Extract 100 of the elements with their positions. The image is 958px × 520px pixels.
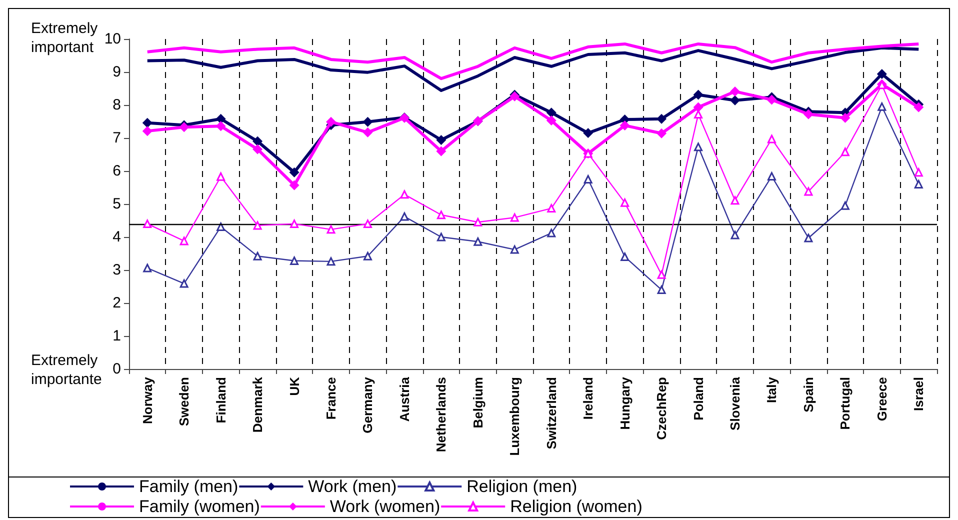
y-tick-label: 10 bbox=[104, 30, 121, 48]
point bbox=[804, 187, 813, 196]
point bbox=[363, 252, 372, 260]
y-tick-label: 9 bbox=[112, 64, 121, 80]
point bbox=[767, 172, 776, 181]
point bbox=[143, 220, 152, 228]
line-series bbox=[146, 46, 920, 92]
point bbox=[436, 134, 446, 145]
legend-label: Work (women) bbox=[330, 497, 440, 516]
point bbox=[180, 236, 188, 246]
point bbox=[583, 128, 594, 138]
point bbox=[914, 102, 924, 112]
legend-label: Work (men) bbox=[308, 477, 397, 496]
point bbox=[400, 212, 409, 221]
x-tick-label: Netherlands bbox=[434, 377, 449, 452]
point bbox=[546, 116, 556, 126]
y-tick-label: 4 bbox=[112, 228, 121, 246]
point bbox=[657, 270, 666, 279]
y-tick-label: 2 bbox=[112, 294, 121, 312]
point bbox=[253, 252, 262, 260]
point bbox=[694, 142, 703, 152]
point bbox=[547, 204, 556, 213]
x-tick-label: Denmark bbox=[250, 376, 266, 433]
point bbox=[767, 134, 776, 144]
x-tick-label: Hungary bbox=[617, 376, 632, 430]
x-tick-label: UK bbox=[286, 376, 302, 396]
x-tick-label: Slovenia bbox=[728, 376, 742, 430]
point bbox=[252, 144, 263, 154]
point bbox=[620, 198, 630, 207]
x-tick-label: Finland bbox=[213, 376, 228, 424]
point bbox=[547, 228, 556, 238]
legend-label: Religion (men) bbox=[466, 477, 578, 496]
x-tick-label: Luxembourg bbox=[507, 376, 522, 456]
point bbox=[840, 148, 850, 156]
x-tick-label: CzechRep bbox=[654, 376, 670, 440]
legend-label: Religion (women) bbox=[510, 497, 642, 516]
x-tick-label: Switzerland bbox=[544, 376, 559, 450]
point bbox=[840, 201, 850, 210]
x-tick-label: Portugal bbox=[838, 377, 853, 430]
point bbox=[326, 116, 336, 127]
point bbox=[656, 128, 667, 138]
x-tick-label: Israel bbox=[911, 377, 926, 411]
point bbox=[914, 168, 923, 177]
y-tick-label: 0 bbox=[112, 360, 121, 378]
point bbox=[840, 112, 850, 123]
point bbox=[326, 225, 336, 234]
y-tick-label: 1 bbox=[112, 328, 121, 344]
point bbox=[803, 109, 814, 120]
point bbox=[620, 252, 630, 262]
point bbox=[290, 256, 299, 266]
point bbox=[804, 234, 813, 242]
y-tick-label: 3 bbox=[112, 262, 121, 278]
point bbox=[363, 220, 372, 228]
point bbox=[142, 118, 152, 128]
point bbox=[180, 279, 188, 288]
point bbox=[620, 120, 630, 130]
x-tick-label: Norway bbox=[140, 376, 155, 424]
legend-label: Family (women) bbox=[139, 497, 260, 516]
y-tick-label: 6 bbox=[112, 162, 121, 180]
point bbox=[730, 95, 740, 106]
point bbox=[362, 116, 373, 127]
point bbox=[730, 86, 740, 96]
point bbox=[510, 213, 519, 222]
line-series bbox=[146, 42, 920, 80]
y-tick-label: 5 bbox=[112, 196, 121, 212]
point bbox=[400, 190, 409, 199]
x-tick-label: Ireland bbox=[580, 376, 596, 420]
point bbox=[252, 136, 263, 146]
text: Extremely important bbox=[31, 20, 98, 56]
x-tick-label: Poland bbox=[690, 376, 706, 420]
x-tick-label: Greece bbox=[874, 377, 890, 422]
point bbox=[876, 68, 887, 79]
x-tick-label: Spain bbox=[800, 376, 816, 412]
point bbox=[914, 180, 923, 188]
point bbox=[289, 180, 300, 190]
point bbox=[474, 218, 482, 226]
point bbox=[730, 196, 740, 205]
point bbox=[693, 102, 704, 112]
point bbox=[546, 108, 556, 118]
x-tick-label: Austria bbox=[396, 376, 412, 422]
point bbox=[216, 222, 226, 232]
point bbox=[693, 90, 704, 100]
point bbox=[253, 221, 262, 230]
x-tick-label: France bbox=[324, 377, 338, 420]
point bbox=[436, 210, 446, 220]
point bbox=[436, 146, 446, 156]
point bbox=[436, 232, 446, 242]
y-tick-label: 7 bbox=[112, 130, 121, 146]
point bbox=[657, 286, 666, 294]
point bbox=[143, 264, 152, 272]
point bbox=[878, 102, 886, 111]
point bbox=[474, 237, 482, 246]
x-tick-label: Germany bbox=[360, 376, 376, 434]
point bbox=[584, 175, 592, 184]
legend-label: Family (men) bbox=[139, 477, 238, 496]
point bbox=[656, 114, 667, 124]
point bbox=[362, 127, 373, 138]
x-tick-label: Italy bbox=[764, 376, 780, 404]
x-tick-label: Sweden bbox=[176, 376, 192, 426]
point bbox=[766, 94, 777, 105]
